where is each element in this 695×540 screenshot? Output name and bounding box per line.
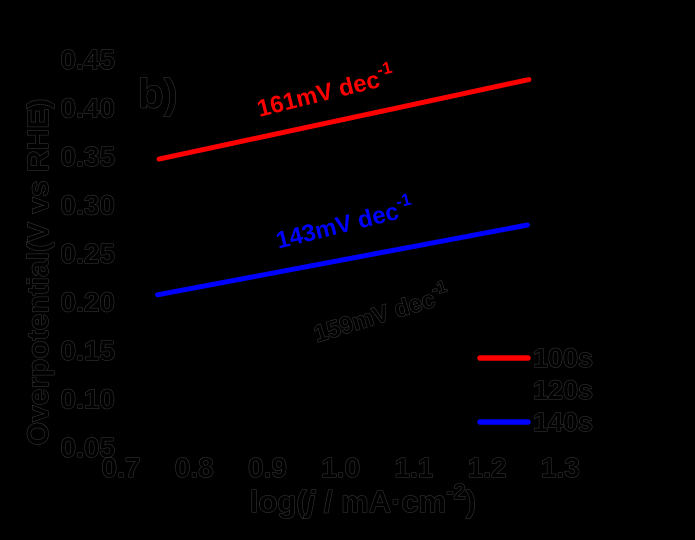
y-tick-label-0.10: 0.10 xyxy=(61,384,116,415)
y-tick-label-0.25: 0.25 xyxy=(61,238,116,269)
x-axis-title: log(j / mA·cm-2) xyxy=(250,479,476,519)
x-tick-label-1.2: 1.2 xyxy=(468,452,507,483)
y-axis-title: Overpotential(V vs RHE) xyxy=(22,99,55,446)
legend-label-140s: 140s xyxy=(533,407,593,437)
legend-label-120s: 120s xyxy=(533,375,593,405)
series-line-120s xyxy=(157,318,532,402)
x-tick-label-0.9: 0.9 xyxy=(248,452,287,483)
y-tick-label-0.35: 0.35 xyxy=(61,141,116,172)
slope-annotation-120s: 159mV dec-1 xyxy=(309,277,453,349)
y-tick-label-0.15: 0.15 xyxy=(61,335,116,366)
x-tick-label-0.7: 0.7 xyxy=(102,452,141,483)
x-tick-label-0.8: 0.8 xyxy=(175,452,214,483)
y-tick-label-0.45: 0.45 xyxy=(61,44,116,75)
y-tick-label-0.40: 0.40 xyxy=(61,93,116,124)
y-tick-label-0.05: 0.05 xyxy=(61,432,116,463)
y-tick-label-0.20: 0.20 xyxy=(61,287,116,318)
x-tick-label-1.0: 1.0 xyxy=(321,452,360,483)
x-tick-label-1.3: 1.3 xyxy=(541,452,580,483)
series-line-140s xyxy=(155,222,530,298)
slope-annotation-140s: 143mV dec-1 xyxy=(272,190,416,255)
x-tick-label-1.1: 1.1 xyxy=(394,452,433,483)
legend-label-100s: 100s xyxy=(533,343,593,373)
panel-label: b) xyxy=(138,70,178,117)
series-line-100s xyxy=(156,77,532,162)
y-tick-label-0.30: 0.30 xyxy=(61,190,116,221)
axis-frame xyxy=(120,34,598,448)
